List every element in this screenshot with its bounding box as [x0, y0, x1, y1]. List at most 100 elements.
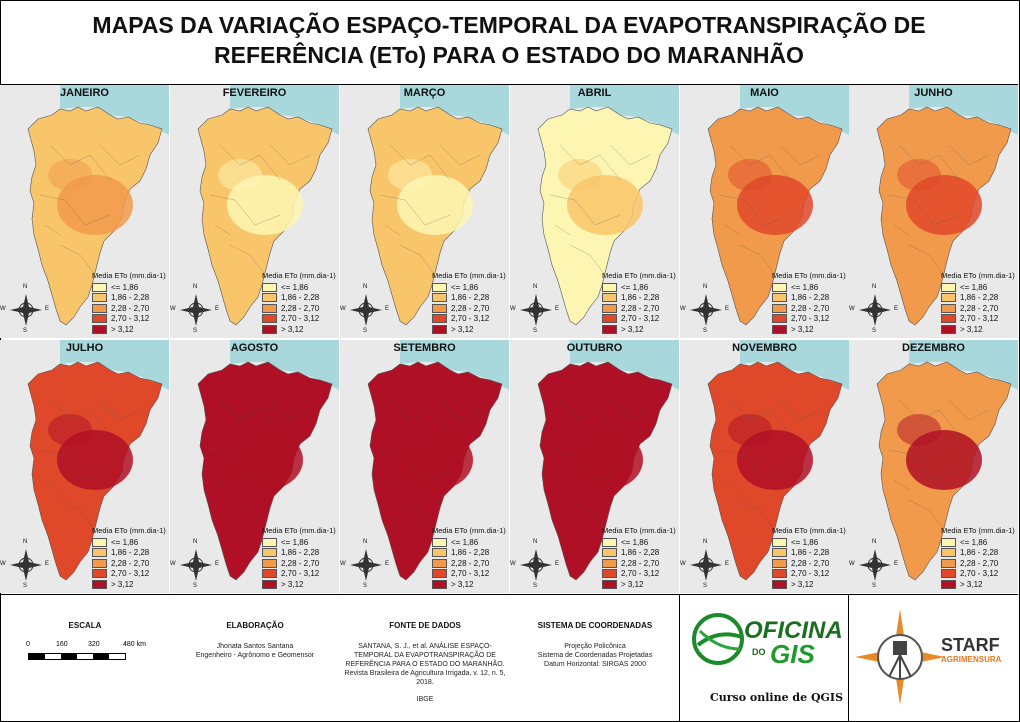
legend-item: 2,70 - 3,12 — [772, 569, 848, 580]
legend-item: <= 1,86 — [602, 537, 678, 548]
legend-label: 1,86 - 2,28 — [281, 293, 320, 303]
map-legend: Media ETo (mm.dia-1) <= 1,86 1,86 - 2,28 2,… — [92, 526, 168, 590]
legend-item: 2,28 - 2,70 — [92, 558, 168, 569]
legend-item: 1,86 - 2,28 — [941, 293, 1017, 304]
legend-label: <= 1,86 — [111, 282, 139, 292]
legend-swatch — [602, 537, 617, 547]
legend-swatch — [92, 303, 107, 313]
legend-item: 2,28 - 2,70 — [941, 303, 1017, 314]
legend-swatch — [772, 282, 787, 292]
legend-label: 2,70 - 3,12 — [451, 569, 490, 579]
compass-e: E — [555, 561, 560, 567]
legend-swatch — [432, 314, 447, 324]
month-label: DEZEMBRO — [902, 342, 965, 354]
compass-e: E — [45, 306, 50, 312]
legend-swatch — [941, 537, 956, 547]
data-source-box: FONTE DE DADOS SANTANA, S. J., et al. AN… — [340, 595, 510, 721]
north-arrow: N S E W — [680, 284, 729, 334]
legend-swatch — [602, 548, 617, 558]
legend-item: > 3,12 — [941, 579, 1017, 590]
legend-label: 2,70 - 3,12 — [281, 569, 320, 579]
legend-title: Media ETo (mm.dia-1) — [262, 526, 336, 535]
legend-swatch — [602, 282, 617, 292]
map-legend: Media ETo (mm.dia-1) <= 1,86 1,86 - 2,28 2,… — [941, 271, 1017, 335]
scale-tick-480: 480 km — [123, 641, 146, 648]
monthly-map-grid: JANEIRO N S E W Media ETo (mm.dia-1) <= 1,86 1,… — [0, 85, 1018, 593]
legend-item: <= 1,86 — [432, 282, 508, 293]
compass-w: W — [849, 306, 855, 312]
legend-item: > 3,12 — [602, 324, 678, 335]
legend-label: 2,70 - 3,12 — [621, 314, 660, 324]
source-line-4: Revista Brasileira de Agricultura Irriga… — [344, 670, 506, 677]
legend-swatch — [432, 579, 447, 589]
legend-swatch — [602, 293, 617, 303]
legend-label: 1,86 - 2,28 — [451, 548, 490, 558]
legend-swatch — [92, 537, 107, 547]
legend-swatch — [941, 558, 956, 568]
legend-item: 2,70 - 3,12 — [432, 314, 508, 325]
compass-e: E — [725, 561, 730, 567]
legend-item: 2,28 - 2,70 — [92, 303, 168, 314]
compass-s: S — [23, 328, 28, 334]
legend-label: 2,70 - 3,12 — [111, 569, 150, 579]
compass-w: W — [510, 306, 516, 312]
legend-swatch — [772, 537, 787, 547]
maranhao-map — [680, 85, 849, 338]
source-line-5: 2018. — [416, 679, 434, 686]
legend-label: 2,28 - 2,70 — [451, 303, 490, 313]
legend-item: 1,86 - 2,28 — [262, 293, 338, 304]
legend-item: 2,28 - 2,70 — [602, 558, 678, 569]
maranhao-map — [0, 340, 169, 593]
legend-label: 1,86 - 2,28 — [451, 293, 490, 303]
legend-swatch — [432, 324, 447, 334]
legend-swatch — [432, 282, 447, 292]
legend-swatch — [432, 537, 447, 547]
compass-rose-icon — [520, 549, 552, 581]
scale-tick-0: 0 — [26, 641, 30, 648]
legend-item: 2,28 - 2,70 — [772, 303, 848, 314]
author-role: Engenheiro - Agrônomo e Geomensor — [195, 652, 315, 659]
legend-label: > 3,12 — [621, 579, 644, 589]
legend-item: <= 1,86 — [941, 282, 1017, 293]
map-panel: OUTUBRO N S E W Media ETo (mm.dia-1) <= 1,86 1,… — [510, 340, 679, 593]
legend-swatch — [772, 324, 787, 334]
compass-rose-icon — [350, 294, 382, 326]
north-arrow: N S E W — [0, 284, 50, 334]
legend-label: <= 1,86 — [281, 282, 309, 292]
map-panel: NOVEMBRO N S E W Media ETo (mm.dia-1) <= 1,86 1… — [680, 340, 849, 593]
legend-item: > 3,12 — [262, 324, 338, 335]
legend-label: > 3,12 — [960, 324, 983, 334]
compass-rose-icon — [690, 294, 722, 326]
compass-e: E — [385, 306, 390, 312]
legend-swatch — [772, 303, 787, 313]
legend-item: 2,28 - 2,70 — [941, 558, 1017, 569]
logo-oficina: OFICINA — [744, 617, 843, 644]
legend-label: <= 1,86 — [960, 537, 988, 547]
compass-s: S — [703, 328, 708, 334]
compass-n: N — [363, 284, 368, 290]
compass-e: E — [894, 306, 899, 312]
compass-e: E — [385, 561, 390, 567]
oficina-do-gis-logo: OFICINA DO GIS Curso online de QGIS — [680, 595, 848, 721]
legend-item: 1,86 - 2,28 — [602, 293, 678, 304]
logo-tagline: Curso online de QGIS — [710, 691, 844, 704]
legend-item: 2,70 - 3,12 — [432, 569, 508, 580]
title-line-2: REFERÊNCIA (ETo) PARA O ESTADO DO MARANH… — [214, 42, 804, 68]
month-label: JUNHO — [914, 87, 953, 99]
compass-rose-icon — [180, 549, 212, 581]
compass-s: S — [872, 328, 877, 334]
legend-label: 1,86 - 2,28 — [621, 293, 660, 303]
compass-s: S — [363, 328, 368, 334]
legend-title: Media ETo (mm.dia-1) — [92, 526, 166, 535]
legend-item: 2,70 - 3,12 — [941, 569, 1017, 580]
month-label: MAIO — [750, 87, 779, 99]
legend-swatch — [602, 314, 617, 324]
legend-item: 1,86 - 2,28 — [772, 548, 848, 559]
month-label: AGOSTO — [230, 342, 279, 354]
legend-label: 2,28 - 2,70 — [791, 558, 830, 568]
map-panel: AGOSTO N S E W Media ETo (mm.dia-1) <= 1,86 1,8… — [170, 340, 339, 593]
map-legend: Media ETo (mm.dia-1) <= 1,86 1,86 - 2,28 2,… — [772, 271, 848, 335]
legend-label: > 3,12 — [111, 579, 134, 589]
legend-swatch — [262, 314, 277, 324]
legend-label: <= 1,86 — [621, 537, 649, 547]
